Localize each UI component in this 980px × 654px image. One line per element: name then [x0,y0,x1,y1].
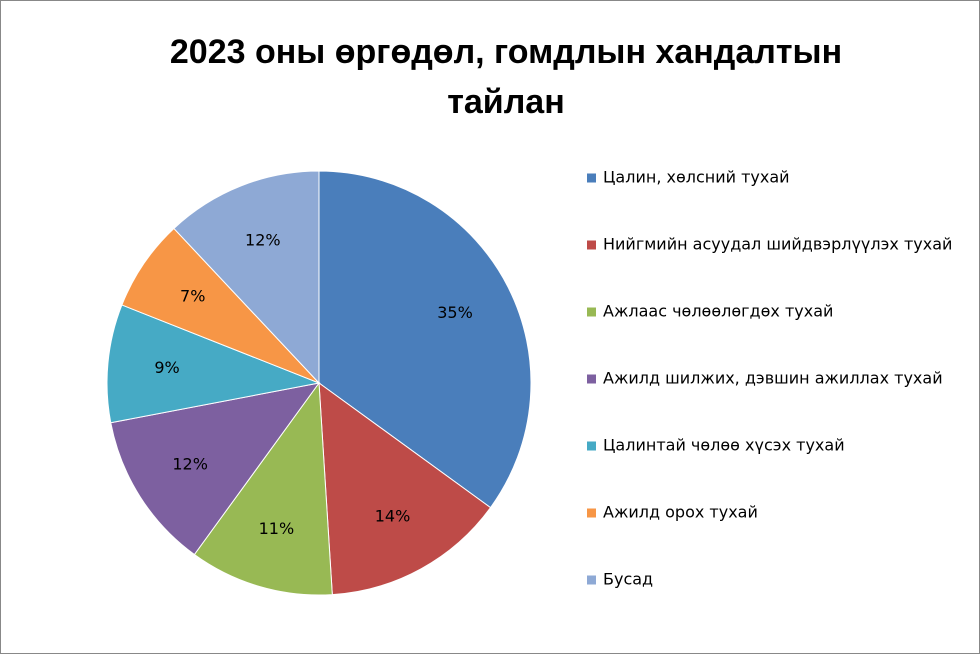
data-label: 12% [172,454,208,473]
pie-slice [110,382,321,556]
legend-marker [587,307,596,317]
pie-slice [173,170,320,385]
legend-label: Ажилд шилжих, дэвшин ажиллах тухай [603,369,943,388]
pie-slice [106,304,321,424]
legend-marker [587,240,596,250]
legend-label: Цалин, хөлсний тухай [603,168,790,187]
legend-label: Ажлаас чөлөөлөгдөх тухай [603,302,833,321]
legend-marker [587,508,596,518]
pie-slice [318,381,492,596]
data-label: 12% [245,231,281,250]
legend-marker [587,441,596,451]
legend-label: Цалинтай чөлөө хүсэх тухай [603,436,845,455]
legend-marker [587,374,596,384]
legend-marker [587,173,596,183]
data-label: 11% [259,519,295,538]
chart-title: 2023 оны өргөдөл, гомдлын хандалтын тайл… [169,33,843,121]
pie-slice [318,170,532,509]
legend-label: Нийгмийн асуудал шийдвэрлүүлэх тухай [603,235,952,254]
legend-label: Ажилд орох тухай [603,503,758,522]
legend-marker [587,575,596,585]
pie-slice [193,381,333,596]
data-label: 14% [375,506,411,525]
data-label: 7% [180,287,205,306]
legend-label: Бусад [603,570,653,589]
data-label: 9% [154,358,179,377]
data-label: 35% [437,303,473,322]
